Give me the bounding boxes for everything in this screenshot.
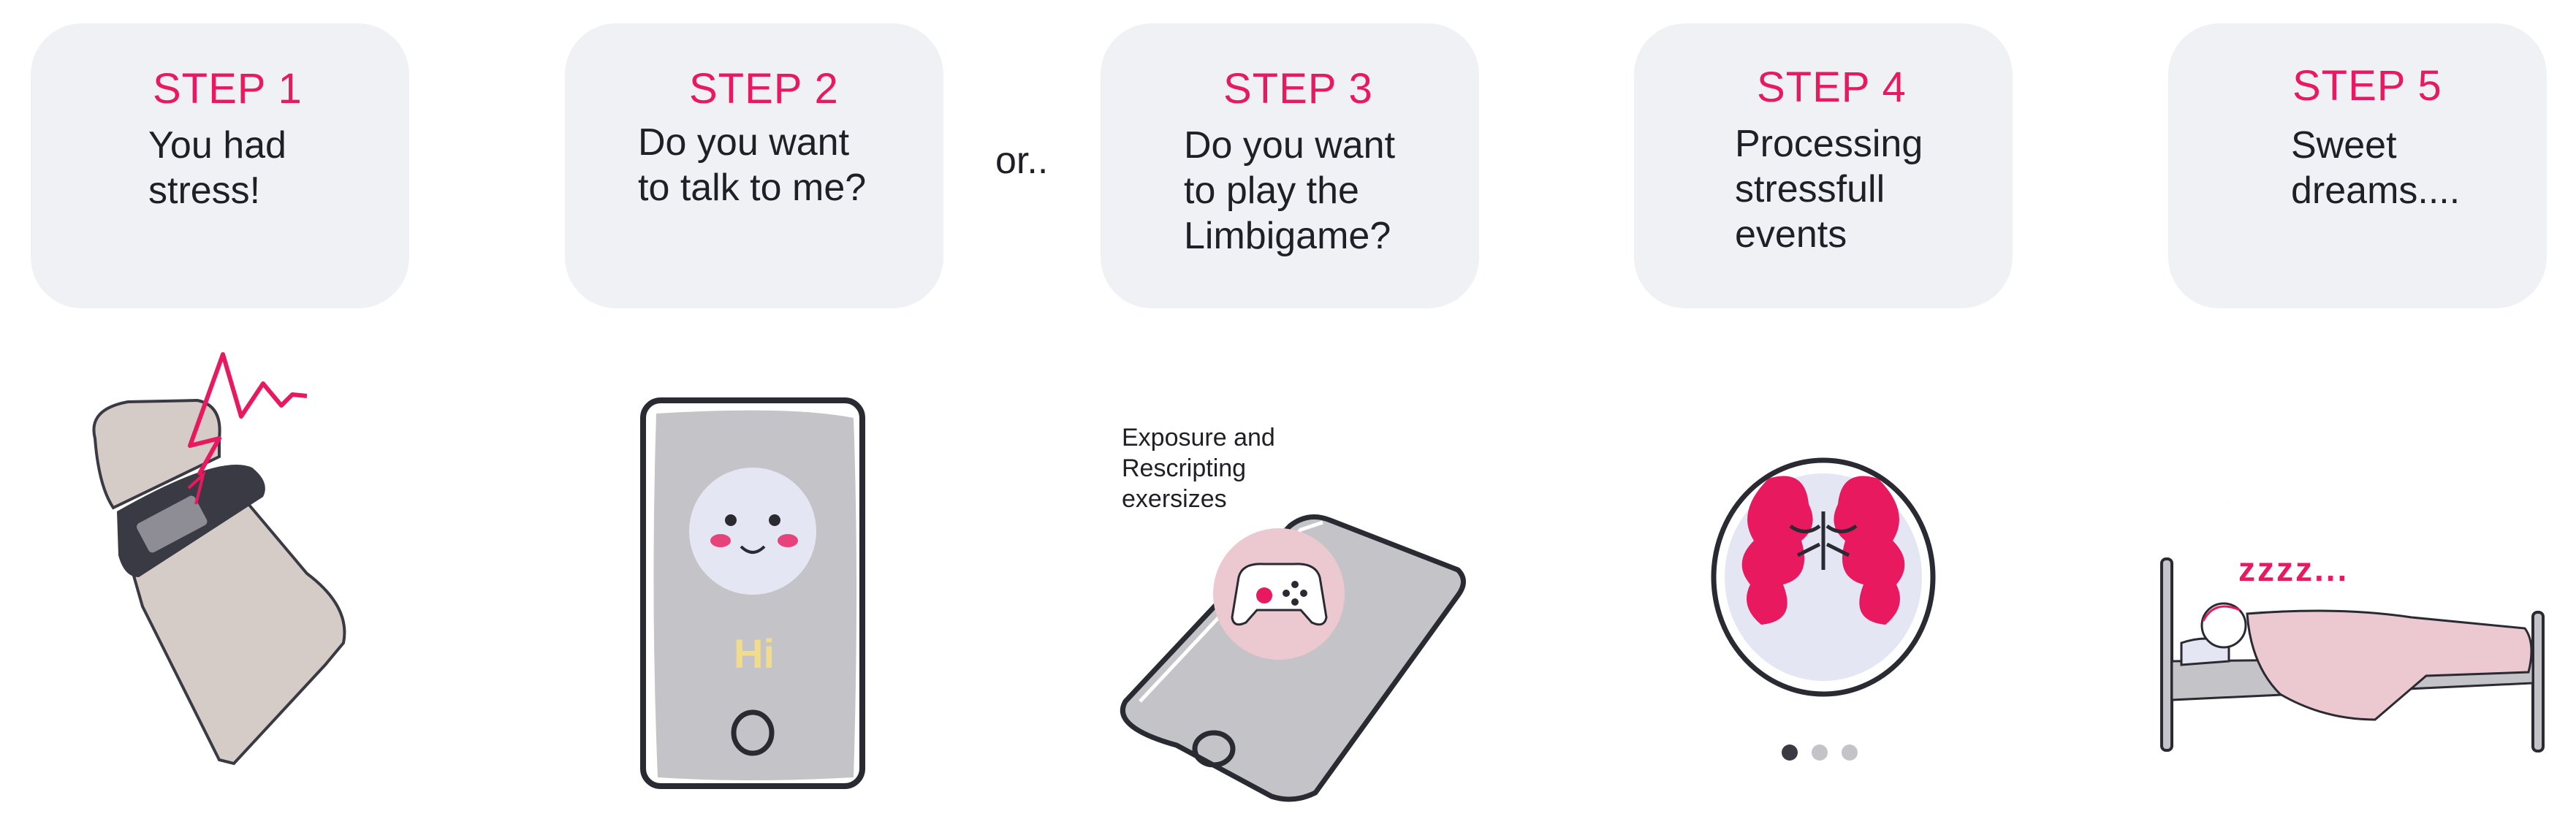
step-text: Do you want to play the Limbigame? xyxy=(1184,124,1396,257)
gamepad-icon xyxy=(1213,528,1345,660)
step-title: STEP 2 xyxy=(689,65,839,113)
pagination-dots[interactable] xyxy=(1782,744,1858,761)
step-card-3: STEP 3 Do you want to play the Limbigame… xyxy=(1101,23,1479,308)
fitness-band-icon xyxy=(92,398,346,766)
phone-face-icon xyxy=(640,397,865,789)
step-text: Do you want to talk to me? xyxy=(638,121,867,209)
sleep-text: zzzz... xyxy=(2238,550,2349,588)
bed-icon xyxy=(2160,557,2545,753)
step-card-1: STEP 1 You had stress! xyxy=(31,23,409,308)
phone-greeting: Hi xyxy=(734,631,775,677)
step-title: STEP 1 xyxy=(153,65,303,113)
step-text: Sweet dreams.... xyxy=(2291,124,2461,212)
stress-lightning-icon xyxy=(187,352,308,505)
step-card-5: STEP 5 Sweet dreams.... xyxy=(2168,23,2547,308)
step-title: STEP 3 xyxy=(1223,65,1373,113)
step-title: STEP 4 xyxy=(1757,64,1907,111)
step-text: Processing stressfull events xyxy=(1735,123,1923,256)
game-note: Exposure and Rescripting exersizes xyxy=(1122,424,1275,513)
brain-icon xyxy=(1711,457,1936,697)
moon-icon xyxy=(2222,438,2287,507)
step-card-4: STEP 4 Processing stressfull events xyxy=(1634,23,2013,308)
connector-text: or.. xyxy=(995,140,1049,182)
step-text: You had stress! xyxy=(148,124,286,212)
step-card-2: STEP 2 Do you want to talk to me? xyxy=(565,23,943,308)
step-title: STEP 5 xyxy=(2292,62,2442,110)
